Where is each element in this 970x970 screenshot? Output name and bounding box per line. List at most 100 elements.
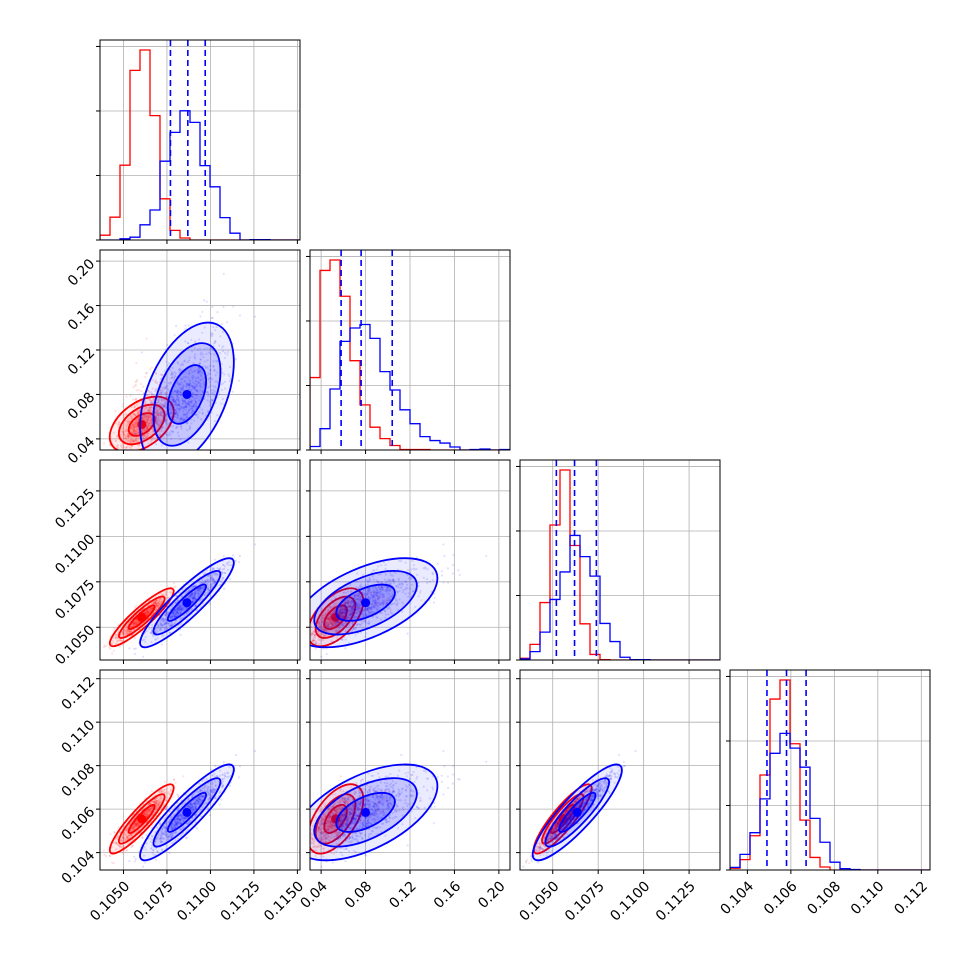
scatter-point	[327, 618, 331, 621]
scatter-point	[371, 574, 374, 578]
scatter-point	[171, 402, 174, 405]
scatter-point	[155, 603, 158, 606]
scatter-point	[358, 607, 362, 610]
scatter-point	[149, 416, 152, 419]
scatter-point	[200, 598, 203, 601]
scatter-point	[146, 409, 149, 412]
scatter-point	[170, 373, 173, 376]
scatter-point	[209, 377, 212, 380]
scatter-point	[380, 586, 383, 589]
scatter-point	[325, 624, 329, 627]
scatter-point	[338, 611, 342, 614]
scatter-point	[212, 578, 215, 581]
scatter-point	[181, 401, 185, 405]
scatter-point	[407, 592, 410, 595]
scatter-point	[335, 618, 338, 621]
scatter-point	[136, 419, 139, 422]
scatter-point	[137, 417, 140, 421]
scatter-point	[147, 422, 150, 426]
scatter-point	[373, 590, 376, 593]
scatter-point	[162, 415, 165, 419]
scatter-point	[146, 417, 149, 420]
scatter-point	[192, 591, 195, 594]
scatter-point	[370, 591, 373, 594]
scatter-point	[148, 406, 151, 409]
scatter-point	[431, 573, 435, 576]
scatter-point	[344, 622, 347, 625]
scatter-point	[134, 622, 137, 626]
scatter-point	[381, 593, 384, 597]
scatter-point	[322, 627, 325, 631]
scatter-point	[143, 638, 146, 641]
scatter-point	[386, 588, 389, 591]
scatter-point	[341, 595, 344, 598]
scatter-point	[458, 573, 461, 576]
scatter-point	[171, 416, 174, 419]
scatter-point	[318, 626, 321, 629]
scatter-point	[195, 404, 198, 408]
scatter-point	[382, 595, 385, 598]
scatter-point	[167, 423, 170, 427]
scatter-point	[167, 382, 170, 385]
scatter-point	[170, 411, 173, 415]
scatter-point	[169, 631, 172, 634]
scatter-point	[210, 584, 213, 587]
scatter-point	[336, 620, 339, 624]
scatter-point	[352, 608, 355, 611]
scatter-point	[148, 398, 151, 401]
scatter-point	[159, 403, 162, 407]
scatter-point	[338, 612, 341, 615]
scatter-point	[141, 435, 144, 438]
scatter-point	[220, 578, 224, 581]
scatter-point	[188, 402, 191, 406]
scatter-point	[325, 621, 329, 624]
scatter-point	[147, 604, 150, 607]
scatter-point	[132, 439, 135, 442]
scatter-point	[210, 392, 214, 395]
scatter-point	[169, 403, 173, 406]
scatter-point	[148, 608, 152, 611]
scatter-point	[132, 428, 136, 431]
scatter-point	[103, 451, 105, 453]
scatter-point	[376, 596, 379, 600]
scatter-point	[199, 361, 202, 365]
scatter-point	[352, 603, 355, 607]
scatter-point	[350, 607, 353, 611]
scatter-point	[166, 622, 169, 625]
scatter-point	[329, 619, 332, 622]
scatter-point	[332, 604, 335, 607]
scatter-point	[344, 626, 348, 629]
scatter-point	[175, 607, 178, 610]
scatter-point	[197, 587, 200, 590]
scatter-point	[150, 602, 153, 605]
scatter-point	[159, 622, 162, 625]
scatter-point	[354, 602, 357, 606]
scatter-point	[347, 599, 350, 602]
scatter-point	[151, 379, 154, 382]
scatter-point	[347, 600, 350, 604]
scatter-point	[376, 592, 379, 595]
scatter-point	[137, 428, 140, 431]
scatter-point	[155, 409, 159, 412]
scatter-point	[183, 419, 186, 422]
scatter-point	[155, 638, 158, 641]
scatter-point	[199, 587, 202, 590]
scatter-point	[177, 396, 180, 399]
scatter-point	[200, 375, 203, 378]
scatter-point	[210, 333, 213, 336]
scatter-point	[182, 385, 185, 388]
scatter-point	[172, 406, 175, 409]
scatter-point	[178, 403, 181, 407]
scatter-point	[343, 612, 346, 615]
scatter-point	[176, 431, 180, 434]
scatter-point	[190, 399, 194, 402]
scatter-point	[180, 604, 183, 607]
scatter-point	[206, 586, 209, 589]
scatter-point	[180, 622, 183, 625]
scatter-point	[371, 600, 374, 603]
scatter-point	[306, 645, 308, 647]
scatter-point	[364, 584, 367, 587]
scatter-point	[143, 418, 146, 421]
scatter-point	[398, 582, 401, 585]
scatter-point	[163, 411, 166, 415]
